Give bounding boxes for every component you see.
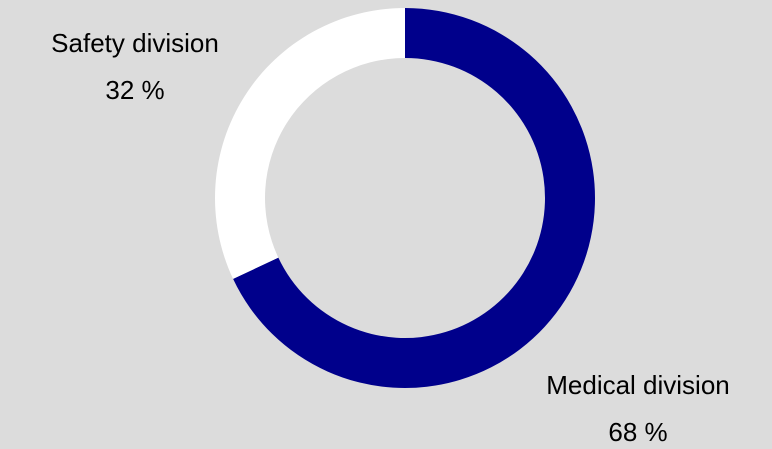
slice-value-label: 68 % [608,417,667,447]
slice-value-label: 32 % [105,75,164,105]
slice-label: Safety division [51,28,219,58]
slice-label: Medical division [546,370,730,400]
donut-slice [214,8,405,279]
